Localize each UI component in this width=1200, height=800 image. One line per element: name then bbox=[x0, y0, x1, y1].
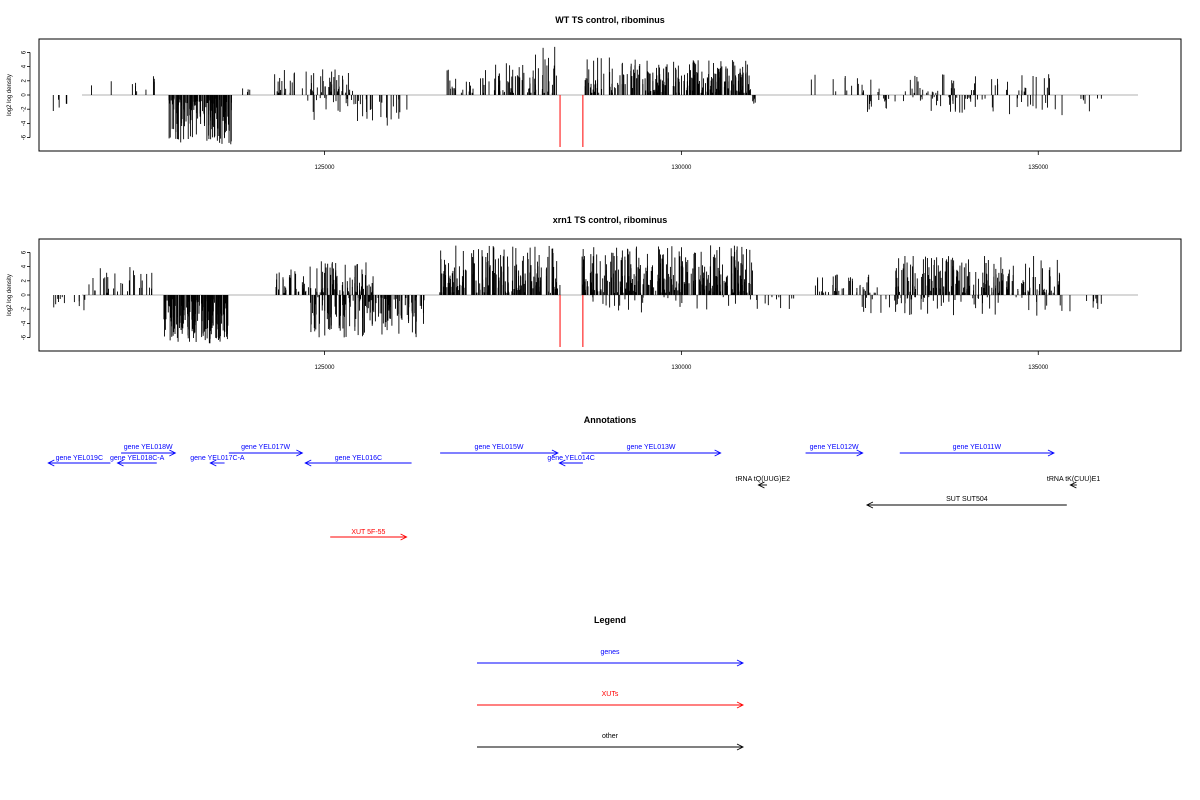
annotation-label: SUT SUT504 bbox=[946, 496, 988, 503]
annotation-label: gene YEL015W bbox=[475, 444, 524, 451]
annotation-arrow-arrowhead bbox=[116, 459, 124, 467]
xrn1-y-axis: -6 -4 -2 0 2 4 6 bbox=[22, 250, 31, 340]
legend-label: genes bbox=[600, 649, 620, 656]
wt-plot-frame bbox=[38, 38, 1182, 152]
x-tick-label: 130000 bbox=[671, 365, 692, 371]
annotation-arrow-arrowhead bbox=[757, 481, 765, 489]
wt-y-axis-label: log2 log density bbox=[7, 74, 13, 116]
annotation-feature: gene YEL017C-A bbox=[190, 455, 245, 467]
annotation-feature: gene YEL018W bbox=[121, 444, 177, 457]
annotation-label: gene YEL013W bbox=[627, 444, 676, 451]
x-tick-label: 135000 bbox=[1028, 365, 1049, 371]
annotation-label: gene YEL018C-A bbox=[110, 455, 165, 462]
annotation-features: gene YEL019C gene YEL018W gene YEL018C-A ge… bbox=[47, 444, 1100, 541]
annotation-label: gene YEL011W bbox=[953, 444, 1002, 451]
xrn1-density-bars bbox=[53, 245, 1102, 344]
xrn1-panel-title: xrn1 TS control, ribominus bbox=[553, 215, 668, 225]
annotation-arrow-arrowhead bbox=[1069, 481, 1077, 489]
annotation-label: gene YEL017W bbox=[241, 444, 290, 451]
annotation-feature: tRNA tK(CUU)E1 bbox=[1047, 476, 1100, 489]
annotation-arrow-arrowhead bbox=[209, 459, 217, 467]
wt-density-bars bbox=[52, 46, 1102, 145]
y-tick-label: 0 bbox=[22, 93, 28, 97]
annotation-arrow-arrowhead bbox=[304, 459, 312, 467]
annotation-label: tRNA tK(CUU)E1 bbox=[1047, 476, 1100, 483]
y-tick-label: 0 bbox=[22, 293, 28, 297]
legend-entry: genes bbox=[477, 649, 745, 667]
x-tick-label: 130000 bbox=[671, 165, 692, 171]
xrn1-panel: xrn1 TS control, ribominus -6 -4 -2 0 2 4 6 12… bbox=[7, 215, 1182, 371]
xrn1-y-axis-label: log2 log density bbox=[7, 274, 13, 316]
annotation-feature: gene YEL017W bbox=[228, 444, 304, 457]
x-tick-label: 125000 bbox=[314, 365, 335, 371]
annotation-label: gene YEL016C bbox=[335, 455, 382, 462]
annotation-feature: gene YEL011W bbox=[899, 444, 1055, 457]
xrn1-x-axis: 125000 130000 135000 bbox=[314, 351, 1049, 371]
x-tick-label: 135000 bbox=[1028, 165, 1049, 171]
annotation-arrow-arrowhead bbox=[1047, 449, 1055, 457]
annotation-arrow-arrowhead bbox=[400, 533, 408, 541]
annotation-label: tRNA tQ(UUG)E2 bbox=[736, 476, 791, 483]
legend-arrow-arrowhead bbox=[736, 743, 745, 751]
y-tick-label: -2 bbox=[22, 106, 28, 112]
legend-label: XUTs bbox=[602, 691, 619, 698]
y-tick-label: 6 bbox=[22, 50, 28, 54]
xrn1-red-markers bbox=[559, 295, 584, 347]
xrn1-plot-frame bbox=[38, 238, 1182, 352]
x-tick-label: 125000 bbox=[314, 165, 335, 171]
y-tick-label: 2 bbox=[22, 278, 28, 282]
annotations-title: Annotations bbox=[584, 415, 637, 425]
annotation-arrow-arrowhead bbox=[551, 449, 559, 457]
annotation-arrow-arrowhead bbox=[856, 449, 864, 457]
legend-entry: other bbox=[477, 733, 745, 751]
annotation-feature: gene YEL012W bbox=[805, 444, 864, 457]
annotation-feature: gene YEL019C bbox=[47, 455, 111, 467]
y-tick-label: 4 bbox=[22, 264, 28, 268]
annotation-label: gene YEL012W bbox=[810, 444, 859, 451]
wt-panel-title: WT TS control, ribominus bbox=[555, 15, 665, 25]
y-tick-label: -6 bbox=[22, 334, 28, 340]
wt-y-axis: -6 -4 -2 0 2 4 6 bbox=[22, 50, 31, 140]
annotation-arrow-arrowhead bbox=[558, 459, 566, 467]
annotation-feature: gene YEL018C-A bbox=[110, 455, 165, 467]
legend-arrow-arrowhead bbox=[736, 701, 745, 709]
annotation-label: gene YEL018W bbox=[124, 444, 173, 451]
y-tick-label: -4 bbox=[22, 120, 28, 126]
annotation-arrow-arrowhead bbox=[47, 459, 55, 467]
legend-label: other bbox=[602, 733, 619, 740]
annotation-feature: gene YEL014C bbox=[547, 455, 595, 467]
y-tick-label: 4 bbox=[22, 64, 28, 68]
legend-entry: XUTs bbox=[477, 691, 745, 709]
legend-arrow-arrowhead bbox=[736, 659, 745, 667]
annotation-feature: gene YEL013W bbox=[581, 444, 722, 457]
y-tick-label: 6 bbox=[22, 250, 28, 254]
y-tick-label: -4 bbox=[22, 320, 28, 326]
annotation-feature: SUT SUT504 bbox=[865, 496, 1067, 509]
annotation-feature: tRNA tQ(UUG)E2 bbox=[736, 476, 791, 489]
annotation-label: XUT 5F-55 bbox=[351, 529, 385, 536]
wt-panel: WT TS control, ribominus -6 -4 -2 0 2 4 6 1250… bbox=[7, 15, 1182, 171]
annotation-arrow-arrowhead bbox=[296, 449, 304, 457]
annotation-label: gene YEL014C bbox=[547, 455, 594, 462]
legend-title: Legend bbox=[594, 615, 626, 625]
annotation-feature: gene YEL015W bbox=[440, 444, 559, 457]
y-tick-label: 2 bbox=[22, 78, 28, 82]
annotation-feature: gene YEL016C bbox=[304, 455, 412, 467]
y-tick-label: -2 bbox=[22, 306, 28, 312]
annotation-arrow-arrowhead bbox=[169, 449, 177, 457]
wt-red-markers bbox=[559, 95, 584, 147]
wt-x-axis: 125000 130000 135000 bbox=[314, 151, 1049, 171]
annotation-label: gene YEL019C bbox=[56, 455, 103, 462]
annotation-feature: XUT 5F-55 bbox=[330, 529, 408, 541]
legend-items: genes XUTs other bbox=[477, 649, 745, 751]
legend: Legend genes XUTs other bbox=[477, 615, 745, 751]
annotation-arrow-arrowhead bbox=[714, 449, 722, 457]
y-tick-label: -6 bbox=[22, 134, 28, 140]
annotation-arrow-arrowhead bbox=[865, 501, 874, 509]
annotation-label: gene YEL017C-A bbox=[190, 455, 245, 462]
